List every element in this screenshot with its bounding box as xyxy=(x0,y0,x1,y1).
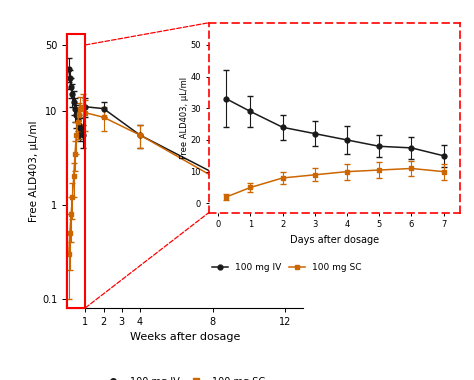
Legend: 100 mg IV, 100 mg SC: 100 mg IV, 100 mg SC xyxy=(208,259,365,276)
X-axis label: Weeks after dosage: Weeks after dosage xyxy=(130,332,240,342)
Bar xyxy=(67,34,85,308)
Y-axis label: Free ALD403, μL/ml: Free ALD403, μL/ml xyxy=(29,120,39,222)
X-axis label: Days after dosage: Days after dosage xyxy=(290,235,379,245)
Legend: 100 mg IV, 100 mg SC: 100 mg IV, 100 mg SC xyxy=(100,373,269,380)
Y-axis label: Free ALD403, μL/ml: Free ALD403, μL/ml xyxy=(180,77,189,159)
